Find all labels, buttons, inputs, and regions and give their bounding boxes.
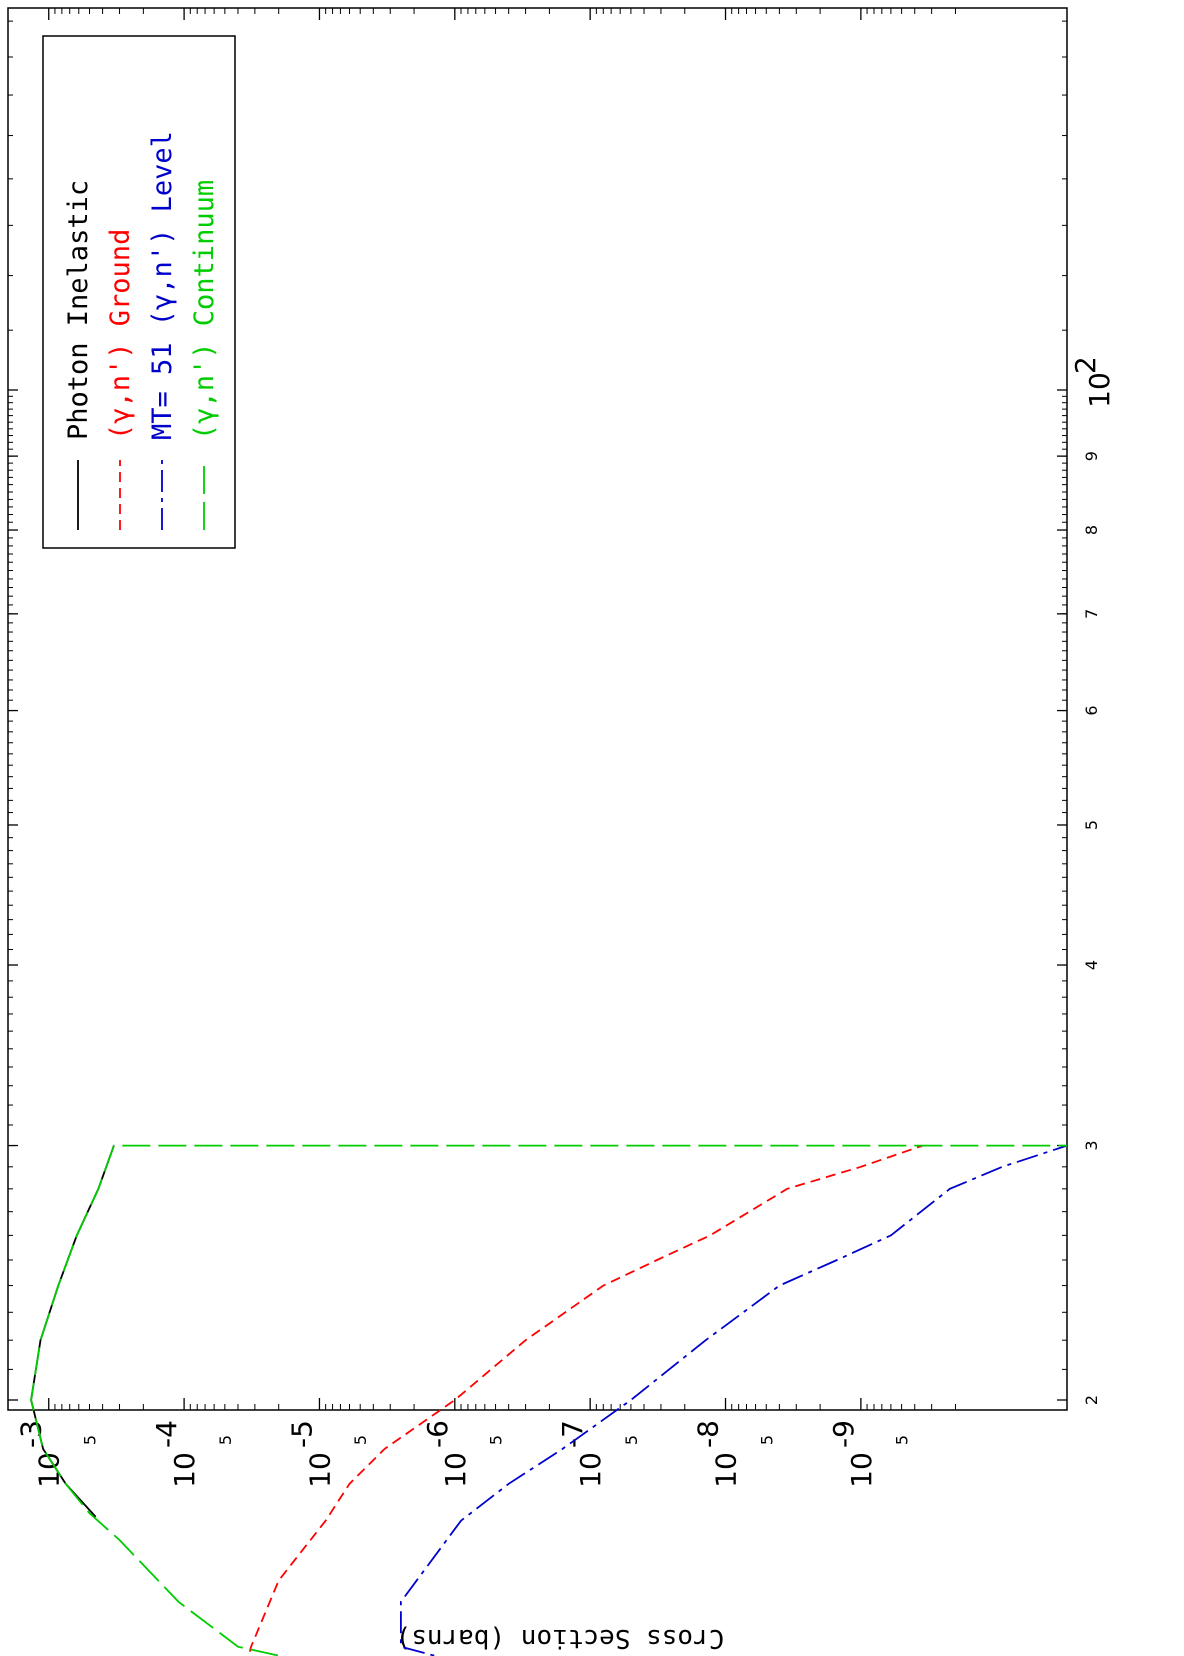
cs-decade-label: 10-9 xyxy=(827,1420,878,1488)
svg-text:-3: -3 xyxy=(15,1420,48,1448)
svg-text:10: 10 xyxy=(574,1452,607,1488)
legend-box xyxy=(42,35,236,549)
svg-text:6: 6 xyxy=(1082,705,1101,715)
cs-five-label: 5 xyxy=(757,1435,776,1445)
energy-tick-label: 3 xyxy=(1082,1140,1101,1150)
svg-text:10: 10 xyxy=(439,1452,472,1488)
svg-text:4: 4 xyxy=(1082,960,1101,970)
cs-five-label: 5 xyxy=(487,1435,506,1445)
cs-five-label: 5 xyxy=(80,1435,99,1445)
cs-decade-label: 10-7 xyxy=(556,1420,607,1488)
cs-decade-label: 10-6 xyxy=(421,1420,472,1488)
svg-text:5: 5 xyxy=(80,1435,99,1445)
legend-label: Photon Inelastic xyxy=(63,180,94,440)
svg-text:-9: -9 xyxy=(827,1420,860,1448)
energy-tick-label: 6 xyxy=(1082,705,1101,715)
svg-text:5: 5 xyxy=(622,1435,641,1445)
cs-five-label: 5 xyxy=(216,1435,235,1445)
svg-text:5: 5 xyxy=(351,1435,370,1445)
svg-text:7: 7 xyxy=(1082,609,1101,619)
svg-text:2: 2 xyxy=(1082,1395,1101,1405)
energy-tick-label: 4 xyxy=(1082,960,1101,970)
energy-tick-label: 9 xyxy=(1082,451,1101,461)
svg-text:5: 5 xyxy=(893,1435,912,1445)
series-line-4 xyxy=(30,1144,1067,1656)
cs-decade-label: 10-8 xyxy=(692,1420,743,1488)
svg-text:3: 3 xyxy=(1082,1140,1101,1150)
energy-tick-label: 5 xyxy=(1082,820,1101,830)
series-line-3 xyxy=(400,1144,1068,1656)
svg-text:2: 2 xyxy=(1069,356,1102,374)
svg-text:-8: -8 xyxy=(692,1420,725,1448)
energy-tick-label: 8 xyxy=(1082,525,1101,535)
energy-tick-label: 102 xyxy=(1069,356,1116,408)
svg-text:5: 5 xyxy=(757,1435,776,1445)
svg-text:-4: -4 xyxy=(150,1420,183,1448)
svg-text:10: 10 xyxy=(168,1452,201,1488)
cs-decade-label: 10-3 xyxy=(15,1420,66,1488)
svg-text:5: 5 xyxy=(216,1435,235,1445)
svg-text:10: 10 xyxy=(845,1452,878,1488)
svg-text:10: 10 xyxy=(1083,372,1116,408)
svg-text:10: 10 xyxy=(303,1452,336,1488)
svg-text:9: 9 xyxy=(1082,451,1101,461)
cs-decade-label: 10-5 xyxy=(285,1420,336,1488)
cs-decade-label: 10-4 xyxy=(150,1420,201,1488)
energy-tick-label: 2 xyxy=(1082,1395,1101,1405)
cs-five-label: 5 xyxy=(893,1435,912,1445)
legend-label: (γ,n') Ground xyxy=(105,229,136,440)
svg-text:-6: -6 xyxy=(421,1420,454,1448)
plot-frame xyxy=(7,7,1068,1411)
y-axis-title: Cross Section (barns) xyxy=(396,1623,725,1653)
series-line-2 xyxy=(247,1144,923,1656)
svg-text:10: 10 xyxy=(710,1452,743,1488)
energy-tick-label: 7 xyxy=(1082,609,1101,619)
svg-text:-5: -5 xyxy=(285,1420,318,1448)
svg-text:8: 8 xyxy=(1082,525,1101,535)
svg-text:5: 5 xyxy=(1082,820,1101,830)
cs-five-label: 5 xyxy=(622,1435,641,1445)
legend-label: (γ,n') Continuum xyxy=(189,180,220,440)
legend-label: MT= 51 (γ,n') Level xyxy=(147,131,178,440)
svg-text:5: 5 xyxy=(487,1435,506,1445)
cs-five-label: 5 xyxy=(351,1435,370,1445)
